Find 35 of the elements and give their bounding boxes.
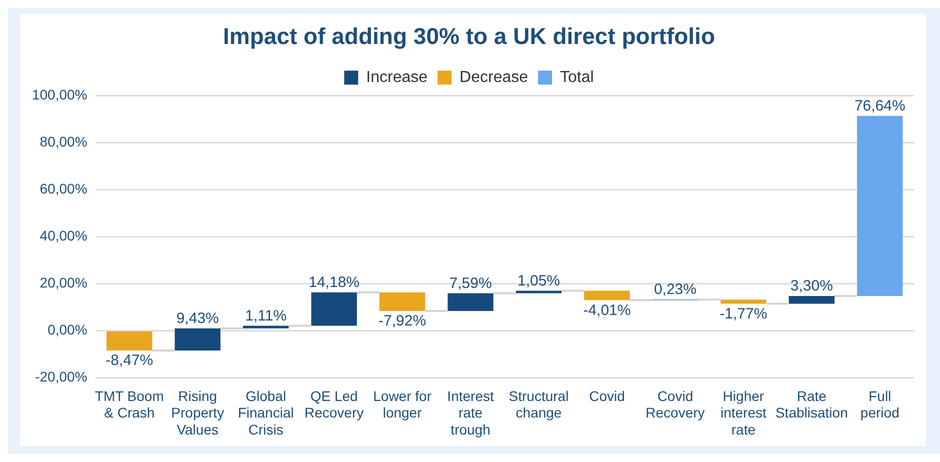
- x-tick-label: QE Led Recovery: [304, 388, 364, 421]
- y-tick-label: 40,00%: [40, 227, 88, 244]
- data-label: -4,01%: [583, 302, 631, 319]
- legend-label: Increase: [366, 69, 428, 86]
- x-tick-label: Lower for longer: [373, 388, 432, 421]
- data-label: -7,92%: [378, 312, 426, 330]
- x-tick-label: Global Financial Crisis: [238, 388, 294, 438]
- data-label: 3,30%: [790, 278, 833, 295]
- data-label: 76,64%: [854, 98, 906, 115]
- x-tick-label: Covid: [589, 388, 625, 404]
- y-tick-label: 60,00%: [40, 180, 88, 196]
- chart-title: Impact of adding 30% to a UK direct portfolio: [223, 23, 715, 50]
- legend-label: Total: [560, 69, 594, 86]
- x-tick-label: Rate Stablisation: [775, 388, 848, 421]
- legend-label: Decrease: [460, 69, 528, 86]
- x-tick-label: Interest rate trough: [447, 388, 494, 438]
- x-tick-label: Structural change: [508, 388, 569, 421]
- x-tick-label: Rising Property Values: [171, 388, 224, 438]
- y-tick-label: 100,00%: [32, 86, 88, 102]
- data-label: -1,77%: [720, 305, 768, 322]
- data-label: 1,05%: [517, 272, 560, 290]
- data-label: 1,11%: [245, 307, 287, 324]
- x-tick-label: TMT Boom & Crash: [94, 388, 164, 421]
- y-tick-label: 20,00%: [40, 274, 88, 290]
- data-label: 9,43%: [176, 310, 219, 327]
- y-tick-label: 80,00%: [40, 133, 88, 150]
- x-tick-label: Full period: [860, 388, 900, 421]
- data-label: 7,59%: [449, 274, 492, 292]
- data-label: 0,23%: [654, 281, 696, 298]
- y-tick-label: -20,00%: [35, 368, 88, 384]
- x-tick-label: Higher interest rate: [720, 388, 766, 438]
- data-label: -8,47%: [106, 352, 154, 370]
- data-label: 14,18%: [308, 274, 360, 292]
- x-tick-label: Covid Recovery: [646, 388, 705, 421]
- y-tick-label: 0,00%: [48, 321, 88, 338]
